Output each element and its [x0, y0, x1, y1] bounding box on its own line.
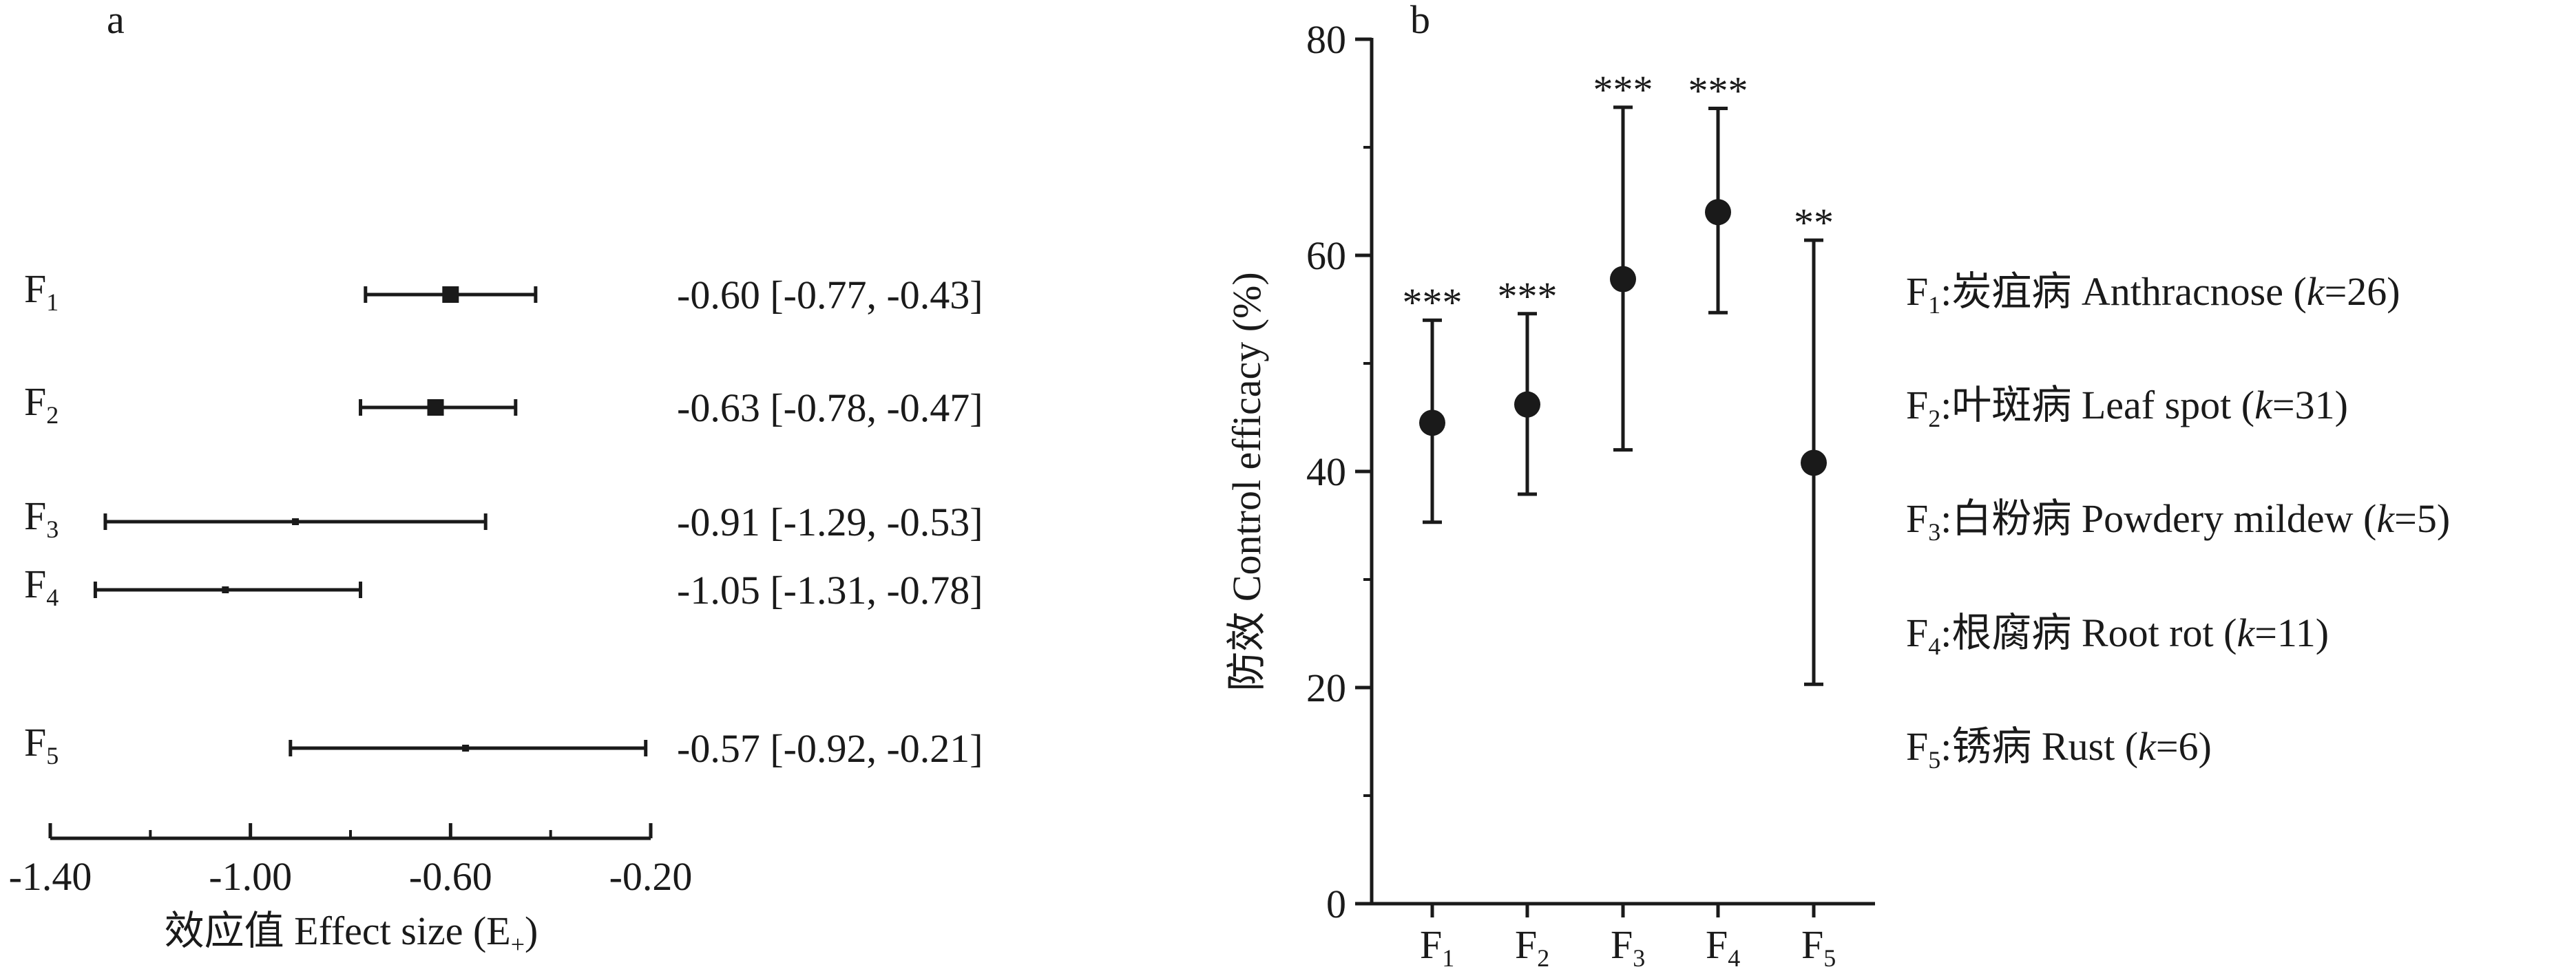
panel-a-x-tick-label: -0.60 [409, 854, 492, 899]
legend-item: F1:炭疽病 Anthracnose (k=26) [1906, 269, 2400, 319]
efficacy-point [1419, 410, 1445, 436]
panel-a-label: a [107, 0, 125, 42]
efficacy-point [1705, 199, 1731, 226]
panel-a-x-ticks: -1.40 -1.00 -0.60 -0.20 [9, 823, 693, 899]
forest-row-estimate: -0.60 [-0.77, -0.43] [677, 273, 983, 317]
efficacy-point [1801, 449, 1827, 476]
efficacy-point-group: *** [1498, 274, 1558, 496]
panel-b-x-tick-label: F3 [1611, 922, 1645, 967]
efficacy-point-group: *** [1593, 67, 1653, 452]
panel-b-efficacy-chart: b 0 20 40 60 80 F1 F2 F3 F4 F5 防效 Control effica… [1224, 0, 1875, 967]
forest-row: F4 -1.05 [-1.31, -0.78] [24, 562, 983, 613]
legend-item: F4:根腐病 Root rot (k=11) [1906, 610, 2329, 660]
significance-marker: *** [1403, 280, 1463, 325]
panel-a-forest-plot: a -1.40 -1.00 -0.60 -0.20 效应值 Effect size (… [9, 0, 983, 958]
panel-a-x-axis-title: 效应值 Effect size (E+) [165, 908, 538, 958]
legend-item: F2:叶斑病 Leaf spot (k=31) [1906, 383, 2348, 432]
forest-row-estimate: -0.91 [-1.29, -0.53] [677, 500, 983, 544]
forest-row-label: F2 [24, 379, 59, 429]
forest-row-estimate: -0.63 [-0.78, -0.47] [677, 385, 983, 430]
panel-b-points: *** ****** ***** [1403, 67, 1834, 686]
forest-row: F1 -0.60 [-0.77, -0.43] [24, 266, 983, 317]
panel-b-y-tick-label: 0 [1326, 882, 1346, 926]
forest-row-label: F4 [24, 562, 59, 611]
panel-b-x-tick-label: F5 [1801, 922, 1836, 967]
panel-a-x-tick-label: -1.40 [9, 854, 92, 899]
forest-row-estimate: -1.05 [-1.31, -0.78] [677, 568, 983, 613]
panel-b-label: b [1410, 0, 1430, 42]
forest-point [292, 518, 300, 525]
panel-b-x-tick-label: F4 [1706, 922, 1740, 967]
forest-point [427, 399, 444, 416]
panel-b-y-tick-label: 60 [1306, 233, 1346, 278]
forest-row: F5 -0.57 [-0.92, -0.21] [24, 720, 983, 771]
forest-point [222, 586, 229, 593]
significance-marker: ** [1794, 200, 1834, 245]
panel-b-x-ticks: F1 F2 F3 F4 F5 [1420, 904, 1836, 967]
legend-item: F5:锈病 Rust (k=6) [1906, 724, 2212, 774]
forest-point [462, 745, 470, 752]
panel-b-x-tick-label: F2 [1515, 922, 1549, 967]
efficacy-point [1514, 391, 1540, 418]
efficacy-point-group: *** [1403, 280, 1463, 524]
significance-marker: *** [1593, 67, 1653, 112]
forest-row: F2 -0.63 [-0.78, -0.47] [24, 379, 983, 430]
efficacy-point [1610, 266, 1636, 293]
panel-b-y-ticks: 0 20 40 60 80 [1306, 17, 1372, 926]
forest-row-label: F3 [24, 493, 59, 543]
disease-legend: F1:炭疽病 Anthracnose (k=26) F2:叶斑病 Leaf spo… [1906, 269, 2450, 774]
efficacy-point-group: ** [1794, 200, 1834, 686]
panel-b-y-tick-label: 40 [1306, 449, 1346, 494]
efficacy-point-group: *** [1688, 68, 1748, 315]
forest-row-label: F1 [24, 266, 59, 316]
panel-b-x-tick-label: F1 [1420, 922, 1454, 967]
forest-row-label: F5 [24, 720, 59, 769]
panel-b-y-tick-label: 20 [1306, 666, 1346, 710]
significance-marker: *** [1688, 68, 1748, 113]
panel-a-x-tick-label: -0.20 [609, 854, 693, 899]
significance-marker: *** [1498, 274, 1558, 319]
legend-item: F3:白粉病 Powdery mildew (k=5) [1906, 496, 2450, 546]
panel-b-y-tick-label: 80 [1306, 17, 1346, 62]
panel-b-y-axis-title: 防效 Control efficacy (%) [1224, 272, 1269, 691]
forest-row: F3 -0.91 [-1.29, -0.53] [24, 493, 983, 544]
forest-row-estimate: -0.57 [-0.92, -0.21] [677, 726, 983, 771]
forest-point [442, 286, 459, 303]
panel-a-rows: F1 -0.60 [-0.77, -0.43] F2 -0.63 [-0.78, -0… [24, 266, 983, 771]
panel-a-x-tick-label: -1.00 [209, 854, 292, 899]
